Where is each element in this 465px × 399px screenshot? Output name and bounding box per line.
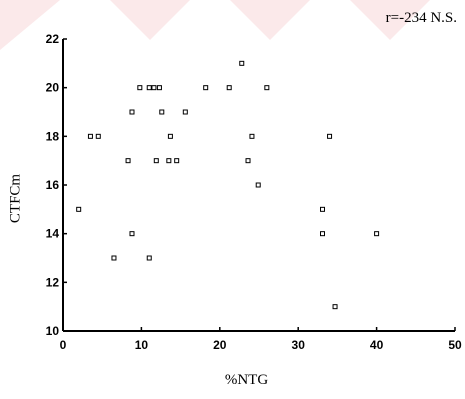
x-axis-label: %NTG (224, 372, 269, 388)
x-tick-label: 10 (135, 338, 149, 352)
data-point (320, 206, 326, 212)
y-tick-label: 12 (46, 275, 60, 289)
y-tick-label: 22 (46, 32, 60, 46)
data-point (245, 158, 251, 164)
x-tick-label: 50 (448, 338, 462, 352)
y-ticks: 10 12 14 16 18 20 22 (46, 32, 67, 338)
data-point (95, 133, 101, 139)
data-point (203, 85, 209, 91)
data-point (255, 182, 261, 188)
data-point (151, 85, 157, 91)
data-point (182, 109, 188, 115)
data-point (153, 158, 159, 164)
y-tick-label: 14 (46, 227, 60, 241)
x-ticks: 0 10 20 30 40 50 (60, 327, 462, 352)
data-point (167, 133, 173, 139)
y-tick-label: 10 (46, 324, 60, 338)
data-point (159, 109, 165, 115)
data-point (320, 231, 326, 237)
y-tick-label: 16 (46, 178, 60, 192)
data-point (332, 304, 338, 310)
data-point (137, 85, 143, 91)
data-point (374, 231, 380, 237)
data-point (146, 255, 152, 261)
correlation-annotation: r=-234 N.S. (385, 10, 457, 26)
data-point (146, 85, 152, 91)
data-point (156, 85, 162, 91)
x-tick-label: 20 (213, 338, 227, 352)
x-tick-label: 0 (60, 338, 67, 352)
data-point (111, 255, 117, 261)
data-point (166, 158, 172, 164)
data-point (76, 206, 82, 212)
x-tick-label: 30 (292, 338, 306, 352)
data-point (87, 133, 93, 139)
data-point (125, 158, 131, 164)
y-tick-label: 18 (46, 129, 60, 143)
data-point (129, 109, 135, 115)
data-point (239, 60, 245, 66)
data-point (249, 133, 255, 139)
x-tick-label: 40 (370, 338, 384, 352)
data-points (76, 60, 380, 310)
y-tick-label: 20 (46, 81, 60, 95)
data-point (327, 133, 333, 139)
data-point (129, 231, 135, 237)
data-point (226, 85, 232, 91)
data-point (174, 158, 180, 164)
data-point (264, 85, 270, 91)
